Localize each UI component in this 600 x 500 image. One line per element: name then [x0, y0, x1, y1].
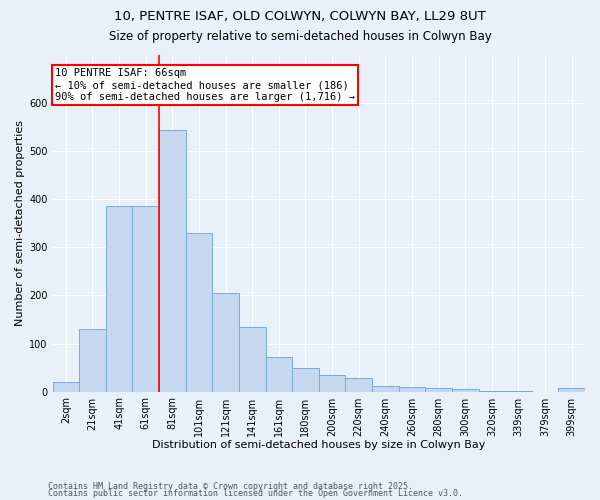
Bar — [372, 386, 398, 392]
Bar — [346, 378, 372, 392]
X-axis label: Distribution of semi-detached houses by size in Colwyn Bay: Distribution of semi-detached houses by … — [152, 440, 485, 450]
Bar — [292, 368, 319, 392]
Bar — [266, 357, 292, 392]
Text: 10 PENTRE ISAF: 66sqm
← 10% of semi-detached houses are smaller (186)
90% of sem: 10 PENTRE ISAF: 66sqm ← 10% of semi-deta… — [55, 68, 355, 102]
Bar — [106, 206, 133, 392]
Bar — [425, 388, 452, 392]
Bar — [53, 382, 79, 392]
Text: 10, PENTRE ISAF, OLD COLWYN, COLWYN BAY, LL29 8UT: 10, PENTRE ISAF, OLD COLWYN, COLWYN BAY,… — [114, 10, 486, 23]
Bar — [159, 130, 185, 392]
Bar — [239, 326, 266, 392]
Y-axis label: Number of semi-detached properties: Number of semi-detached properties — [15, 120, 25, 326]
Bar — [133, 206, 159, 392]
Bar — [185, 233, 212, 392]
Bar — [452, 389, 479, 392]
Text: Size of property relative to semi-detached houses in Colwyn Bay: Size of property relative to semi-detach… — [109, 30, 491, 43]
Bar — [319, 375, 346, 392]
Bar — [79, 329, 106, 392]
Text: Contains HM Land Registry data © Crown copyright and database right 2025.: Contains HM Land Registry data © Crown c… — [48, 482, 413, 491]
Bar — [479, 390, 505, 392]
Bar — [212, 293, 239, 392]
Text: Contains public sector information licensed under the Open Government Licence v3: Contains public sector information licen… — [48, 490, 463, 498]
Bar — [398, 387, 425, 392]
Bar — [559, 388, 585, 392]
